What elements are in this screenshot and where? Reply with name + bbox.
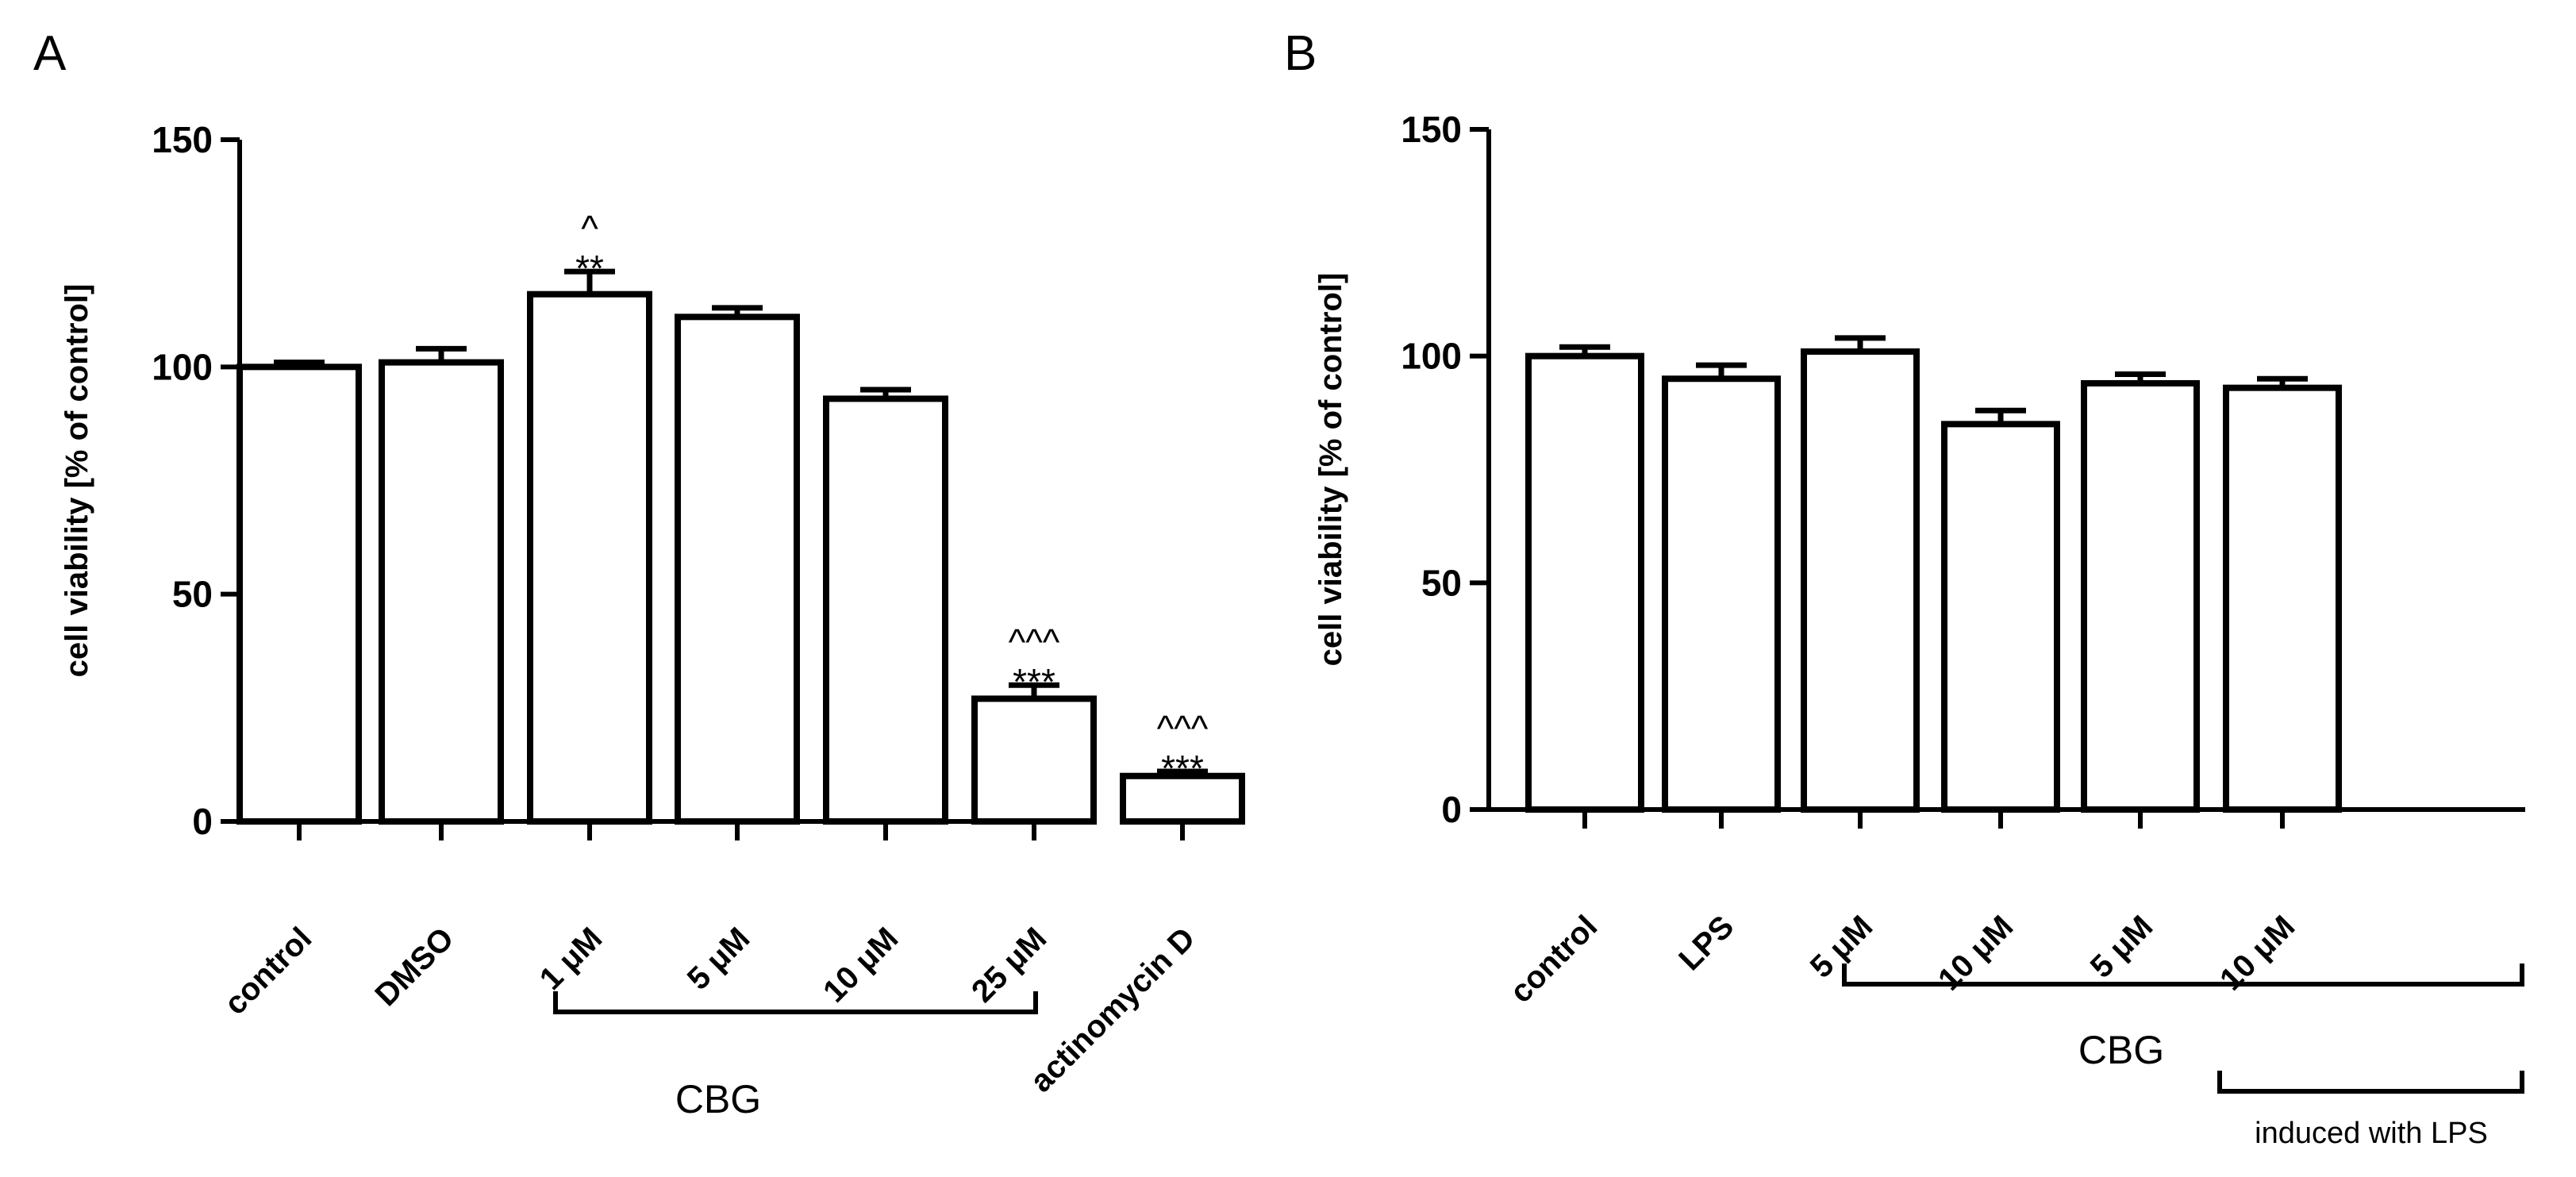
y-tick-label: 0 [192, 801, 213, 842]
panel-b: B 0 50 100 150 cell viability [% of control]… [1284, 26, 2525, 1150]
significance-stars-6: *** [1161, 748, 1204, 789]
panel-b-letter: B [1284, 26, 1317, 81]
bar-0 [1525, 352, 1644, 813]
category-label-4: 10 μM [817, 921, 905, 1009]
category-label-3: 5 μM [681, 921, 757, 997]
y-tick-label: 50 [1421, 562, 1462, 603]
bar-5 [2223, 384, 2342, 814]
y-axis-label: cell viability [% of control] [60, 284, 94, 678]
group-bracket-label-1: induced with LPS [2255, 1117, 2488, 1150]
category-label-0: control [217, 921, 318, 1021]
bar-2 [527, 290, 652, 825]
group-bracket-label-0: CBG [675, 1077, 761, 1121]
bar-4 [2081, 379, 2200, 813]
panel-a-letter: A [33, 26, 67, 81]
group-bracket-0 [553, 991, 1038, 1014]
significance-carets-6: ^^^ [1157, 708, 1209, 749]
significance-stars-5: *** [1013, 661, 1055, 702]
y-tick-label: 150 [152, 119, 213, 160]
bar-6 [1120, 772, 1245, 825]
bar-1 [379, 359, 504, 825]
category-label-5: 25 μM [965, 921, 1053, 1009]
group-bracket-1 [2217, 1071, 2524, 1094]
y-tick-label: 100 [152, 346, 213, 387]
group-bracket-label-0: CBG [2078, 1028, 2164, 1072]
significance-carets-2: ^ [581, 208, 598, 249]
bar-2 [1801, 348, 1920, 814]
y-axis-label: cell viability [% of control] [1313, 273, 1348, 667]
bar-3 [675, 313, 800, 825]
y-tick-label: 150 [1401, 109, 1462, 150]
category-label-2: 1 μM [533, 921, 609, 997]
group-bracket-0 [1842, 964, 2524, 987]
panel-a: A 0 50 100 150 cell viability [% of control]… [33, 26, 1245, 1121]
bar-1 [1662, 375, 1781, 813]
significance-carets-5: ^^^ [1009, 621, 1060, 663]
category-label-0: control [1503, 909, 1604, 1010]
bar-4 [823, 395, 948, 825]
category-label-2: 5 μM [1804, 909, 1880, 985]
category-label-4: 5 μM [2084, 909, 2160, 985]
category-label-1: LPS [1672, 909, 1740, 977]
y-tick-label: 100 [1401, 336, 1462, 377]
bar-3 [1941, 421, 2060, 813]
bar-5 [971, 695, 1097, 825]
category-label-1: DMSO [368, 921, 460, 1013]
y-tick-label: 50 [172, 574, 213, 615]
y-tick-label: 0 [1441, 789, 1462, 830]
significance-stars-2: ** [575, 248, 604, 289]
bar-0 [236, 363, 362, 825]
